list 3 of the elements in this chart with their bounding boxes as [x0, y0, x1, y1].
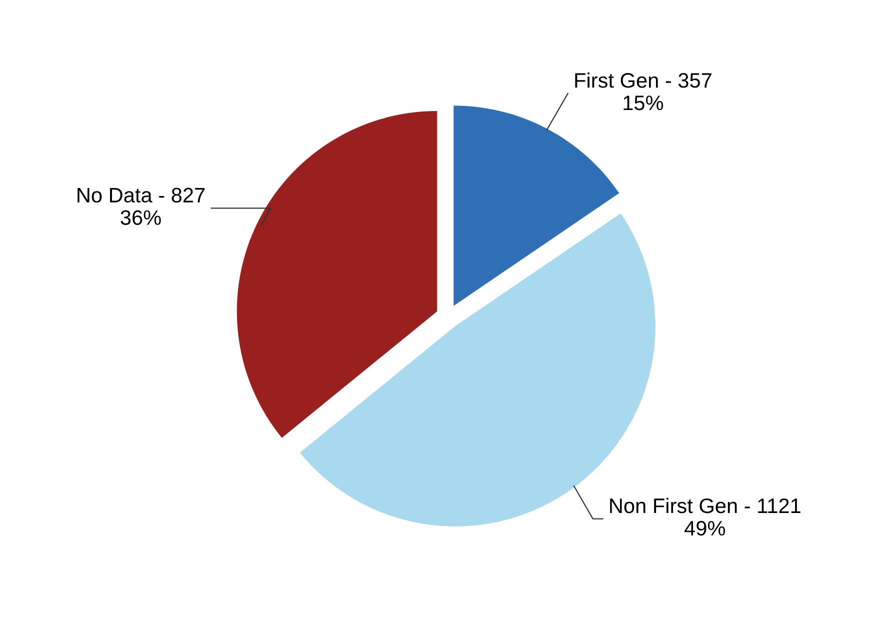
slice-label: First Gen - 357 15%: [575, 72, 712, 110]
slice-label: Non First Gen - 1121 49%: [610, 498, 800, 536]
slice-label: No Data - 827 36%: [78, 188, 205, 225]
